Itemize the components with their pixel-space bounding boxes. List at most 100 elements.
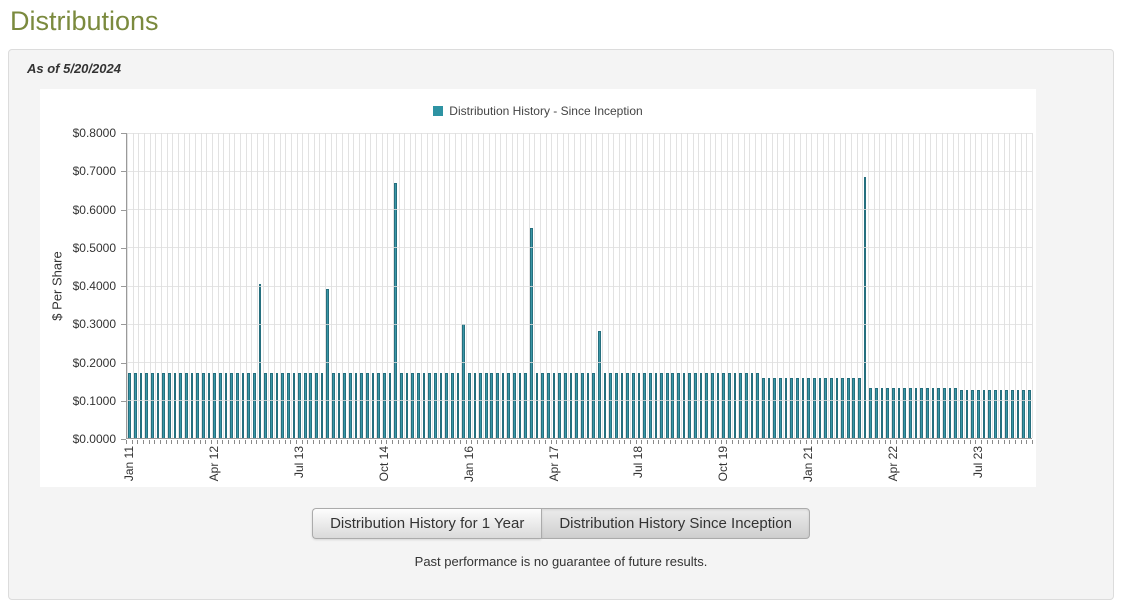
distribution-bar (897, 387, 901, 438)
y-tick-mark (121, 171, 126, 173)
distribution-bar (965, 390, 969, 438)
distribution-bar (654, 373, 658, 438)
y-tick-label: $0.6000 (72, 202, 116, 217)
x-tick-mark (680, 440, 682, 444)
legend-label: Distribution History - Since Inception (449, 104, 643, 118)
x-tick-mark (947, 440, 949, 444)
distribution-bar (377, 373, 381, 438)
distribution-bar (671, 373, 675, 438)
distribution-bar (852, 377, 856, 438)
x-tick-mark (935, 440, 937, 444)
distribution-bar (903, 387, 907, 438)
x-tick-mark (454, 440, 456, 444)
x-tick-mark (488, 440, 490, 444)
x-tick-mark (341, 440, 343, 444)
distribution-bar (281, 373, 284, 438)
x-tick-mark (494, 440, 496, 444)
distribution-bar (484, 373, 488, 438)
distribution-bar (145, 373, 149, 438)
x-tick-mark (256, 440, 258, 444)
chart-area: Distribution History - Since Inception $… (40, 89, 1036, 487)
distribution-bar (988, 390, 991, 438)
distribution-bar (597, 331, 601, 438)
distribution-bar (445, 373, 448, 438)
x-tick-mark (601, 440, 603, 444)
distribution-history-1-year-button[interactable]: Distribution History for 1 Year (312, 508, 542, 539)
distribution-bar (824, 377, 827, 438)
x-tick-mark (244, 440, 246, 444)
distribution-bar (371, 373, 375, 438)
distribution-bar (767, 377, 771, 438)
distribution-bar (394, 182, 398, 438)
distribution-bar (292, 373, 296, 438)
distribution-bar (1022, 390, 1025, 438)
x-tick-mark (516, 440, 518, 444)
x-tick-mark (629, 440, 631, 444)
y-tick-label: $0.4000 (72, 279, 116, 293)
x-tick-mark (165, 440, 167, 444)
distribution-bar (173, 373, 177, 438)
x-tick-mark (131, 440, 133, 444)
distribution-bar (790, 377, 793, 438)
distribution-bar (818, 377, 822, 438)
distribution-bar (275, 373, 279, 438)
distribution-bar (326, 289, 330, 438)
distribution-bar (156, 373, 160, 438)
x-tick-mark (227, 440, 229, 444)
distribution-bar (626, 373, 629, 438)
distribution-bar (547, 373, 550, 438)
x-tick-mark (720, 440, 722, 444)
distribution-bar (592, 373, 595, 438)
distribution-bar (456, 373, 460, 438)
x-tick-label: Apr 17 (546, 446, 561, 482)
x-tick-mark (545, 440, 547, 444)
x-tick-mark (607, 440, 609, 444)
x-tick-mark (386, 440, 388, 444)
x-tick-mark (522, 440, 524, 444)
distribution-bar (841, 377, 844, 438)
distribution-history-since-inception-button[interactable]: Distribution History Since Inception (541, 508, 810, 539)
x-tick-mark (833, 440, 835, 444)
x-tick-mark (539, 440, 541, 444)
x-tick-mark (154, 440, 156, 444)
distribution-bar (564, 373, 567, 438)
distribution-bar (416, 373, 420, 438)
x-tick-mark (171, 440, 173, 444)
x-tick-mark (307, 440, 309, 444)
x-tick-label: Oct 19 (716, 446, 731, 482)
x-tick-mark (278, 440, 280, 444)
distribution-bar (637, 373, 641, 438)
distribution-bar (756, 373, 760, 438)
x-tick-mark (205, 440, 207, 444)
x-tick-mark (958, 440, 960, 444)
x-tick-mark (692, 440, 694, 444)
gridline-h (127, 171, 1032, 173)
x-tick-mark (499, 440, 501, 444)
x-tick-mark (409, 440, 411, 444)
distribution-bar (541, 373, 545, 438)
chart-legend: Distribution History - Since Inception (40, 104, 1036, 118)
x-tick-mark (142, 440, 144, 444)
x-tick-mark (816, 440, 818, 444)
x-tick-mark (839, 440, 841, 444)
x-tick-mark (641, 440, 643, 444)
x-tick-mark (482, 440, 484, 444)
x-tick-mark (375, 440, 377, 444)
distribution-bar (185, 373, 188, 438)
distribution-bar (247, 373, 250, 438)
x-tick-mark (998, 440, 1000, 444)
y-tick-label: $0.8000 (72, 126, 116, 140)
x-tick-mark (879, 440, 881, 444)
x-tick-mark (222, 440, 224, 444)
distribution-bar (360, 373, 364, 438)
x-axis-labels: Jan 11 Apr 12 Jul 13 Oct 14 Jan 16 Apr 17 Jul … (122, 446, 1032, 492)
distribution-bar (801, 377, 805, 438)
x-tick-label: Jul 18 (631, 446, 646, 479)
distribution-bar (241, 373, 245, 438)
x-tick-mark (471, 440, 473, 444)
distribution-bar (1027, 390, 1031, 438)
x-tick-label: Jul 23 (971, 446, 986, 479)
history-toggle-group: Distribution History for 1 Year Distribu… (9, 508, 1113, 539)
x-tick-mark (612, 440, 614, 444)
